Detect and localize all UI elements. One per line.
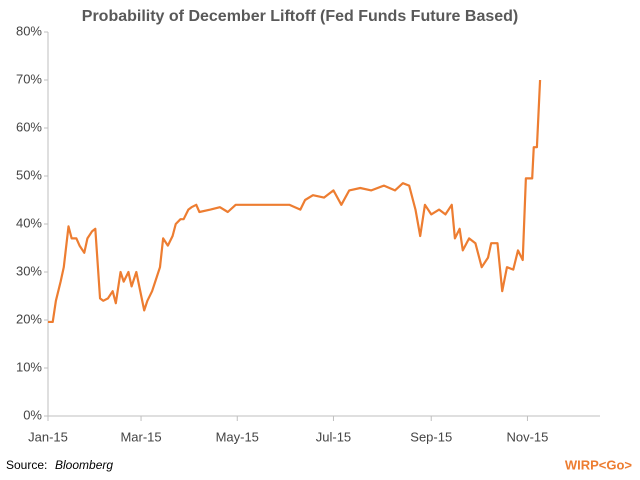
x-tick-label: Mar-15 xyxy=(120,429,161,444)
source: Bloomberg xyxy=(55,458,113,472)
x-tick-label: Nov-15 xyxy=(506,429,548,444)
y-tick-label: 60% xyxy=(16,119,42,134)
line xyxy=(48,79,542,324)
y-tick-label: 50% xyxy=(16,167,42,182)
x-tick-label: Jul-15 xyxy=(316,429,351,444)
y-tick-label: 10% xyxy=(16,359,42,374)
x-tick-label: May-15 xyxy=(216,429,259,444)
chart-title: Probability of December Liftoff (Fed Fun… xyxy=(82,8,518,25)
footnote: WIRP<Go> xyxy=(565,457,633,472)
x-tick-label: Jan-15 xyxy=(28,429,68,444)
x-tick-label: Sep-15 xyxy=(410,429,452,444)
y-tick-label: 30% xyxy=(16,263,42,278)
y-tick-label: 80% xyxy=(16,23,42,38)
y-tick-label: 0% xyxy=(23,407,42,422)
y-tick-label: 70% xyxy=(16,71,42,86)
y-tick-label: 20% xyxy=(16,311,42,326)
y-tick-label: 40% xyxy=(16,215,42,230)
source-label: Source: xyxy=(6,458,47,472)
